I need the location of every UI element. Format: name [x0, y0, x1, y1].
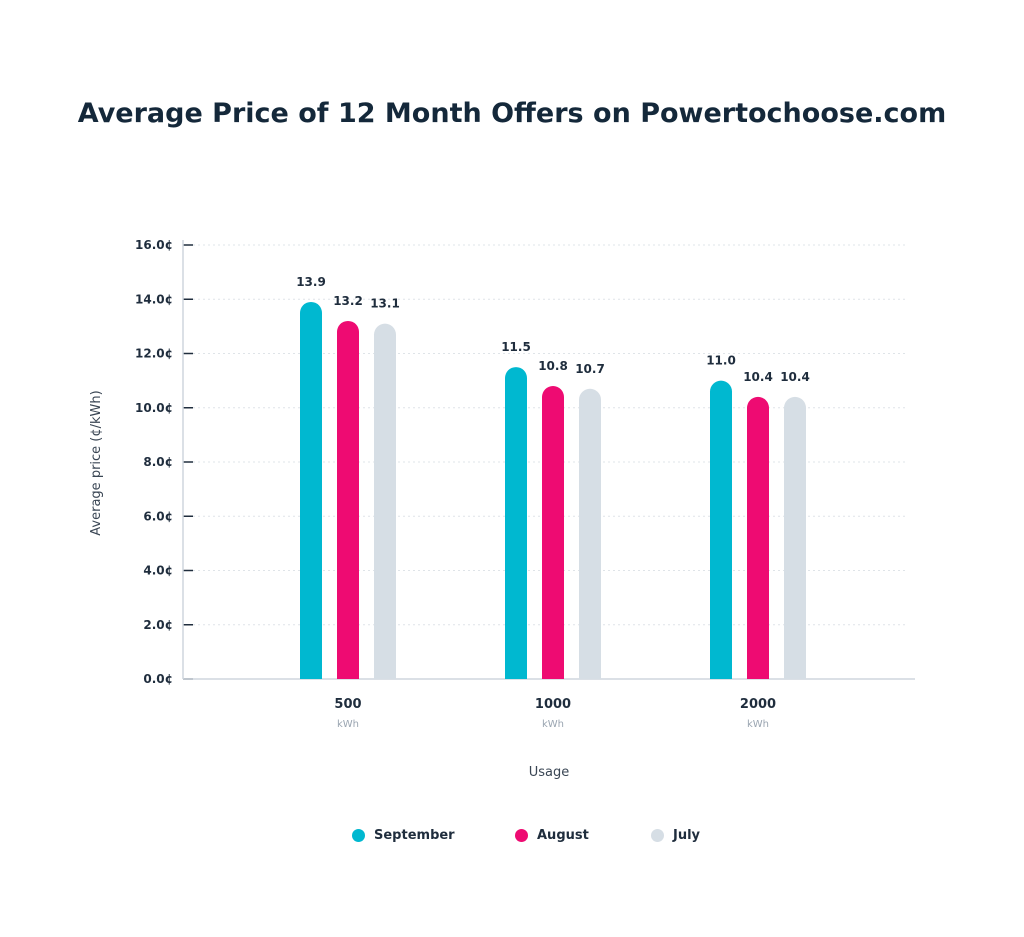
x-axis-title: Usage [529, 765, 570, 780]
y-tick-label: 12.0¢ [135, 347, 173, 361]
y-axis-title: Average price (¢/kWh) [89, 390, 104, 535]
bar-august-500 [337, 320, 359, 679]
bar-september-2000 [710, 380, 732, 679]
y-tick-label: 16.0¢ [135, 238, 173, 252]
data-label: 13.9 [296, 275, 326, 289]
legend-label-july: July [673, 828, 701, 843]
bar-september-1000 [505, 367, 527, 679]
legend-swatch-september [352, 829, 365, 842]
y-tick-label: 14.0¢ [135, 292, 173, 306]
data-label: 10.7 [575, 362, 605, 376]
y-tick-label: 0.0¢ [143, 672, 173, 686]
bar-july-1000 [579, 388, 601, 679]
y-tick-label: 10.0¢ [135, 401, 173, 415]
legend: September August July [0, 828, 1024, 848]
x-tick-label: 2000 [740, 697, 776, 712]
y-tick-label: 8.0¢ [143, 455, 173, 469]
y-tick-label: 6.0¢ [143, 509, 173, 523]
bar-july-2000 [784, 396, 806, 679]
bar-september-500 [300, 301, 322, 679]
legend-item-july: July [651, 828, 700, 843]
x-unit-label: kWh [337, 719, 359, 730]
legend-label-august: August [537, 828, 589, 843]
bar-july-500 [374, 323, 396, 679]
data-label: 10.4 [743, 370, 773, 384]
x-tick-label: 1000 [535, 697, 571, 712]
chart-title: Average Price of 12 Month Offers on Powe… [77, 98, 947, 129]
x-unit-label: kWh [542, 719, 564, 730]
legend-item-august: August [515, 828, 589, 843]
data-label: 11.0 [706, 354, 736, 368]
legend-label-september: September [374, 828, 455, 843]
y-tick-label: 4.0¢ [143, 564, 173, 578]
x-unit-label: kWh [747, 719, 769, 730]
legend-swatch-july [651, 829, 664, 842]
data-label: 10.8 [538, 359, 568, 373]
legend-swatch-august [515, 829, 528, 842]
x-tick-label: 500 [334, 697, 361, 712]
data-label: 11.5 [501, 340, 531, 354]
data-label: 10.4 [780, 370, 810, 384]
y-tick-label: 2.0¢ [143, 618, 173, 632]
legend-item-september: September [352, 828, 455, 843]
bar-august-2000 [747, 396, 769, 679]
data-label: 13.2 [333, 294, 363, 308]
data-label: 13.1 [370, 297, 400, 311]
bar-august-1000 [542, 386, 564, 679]
